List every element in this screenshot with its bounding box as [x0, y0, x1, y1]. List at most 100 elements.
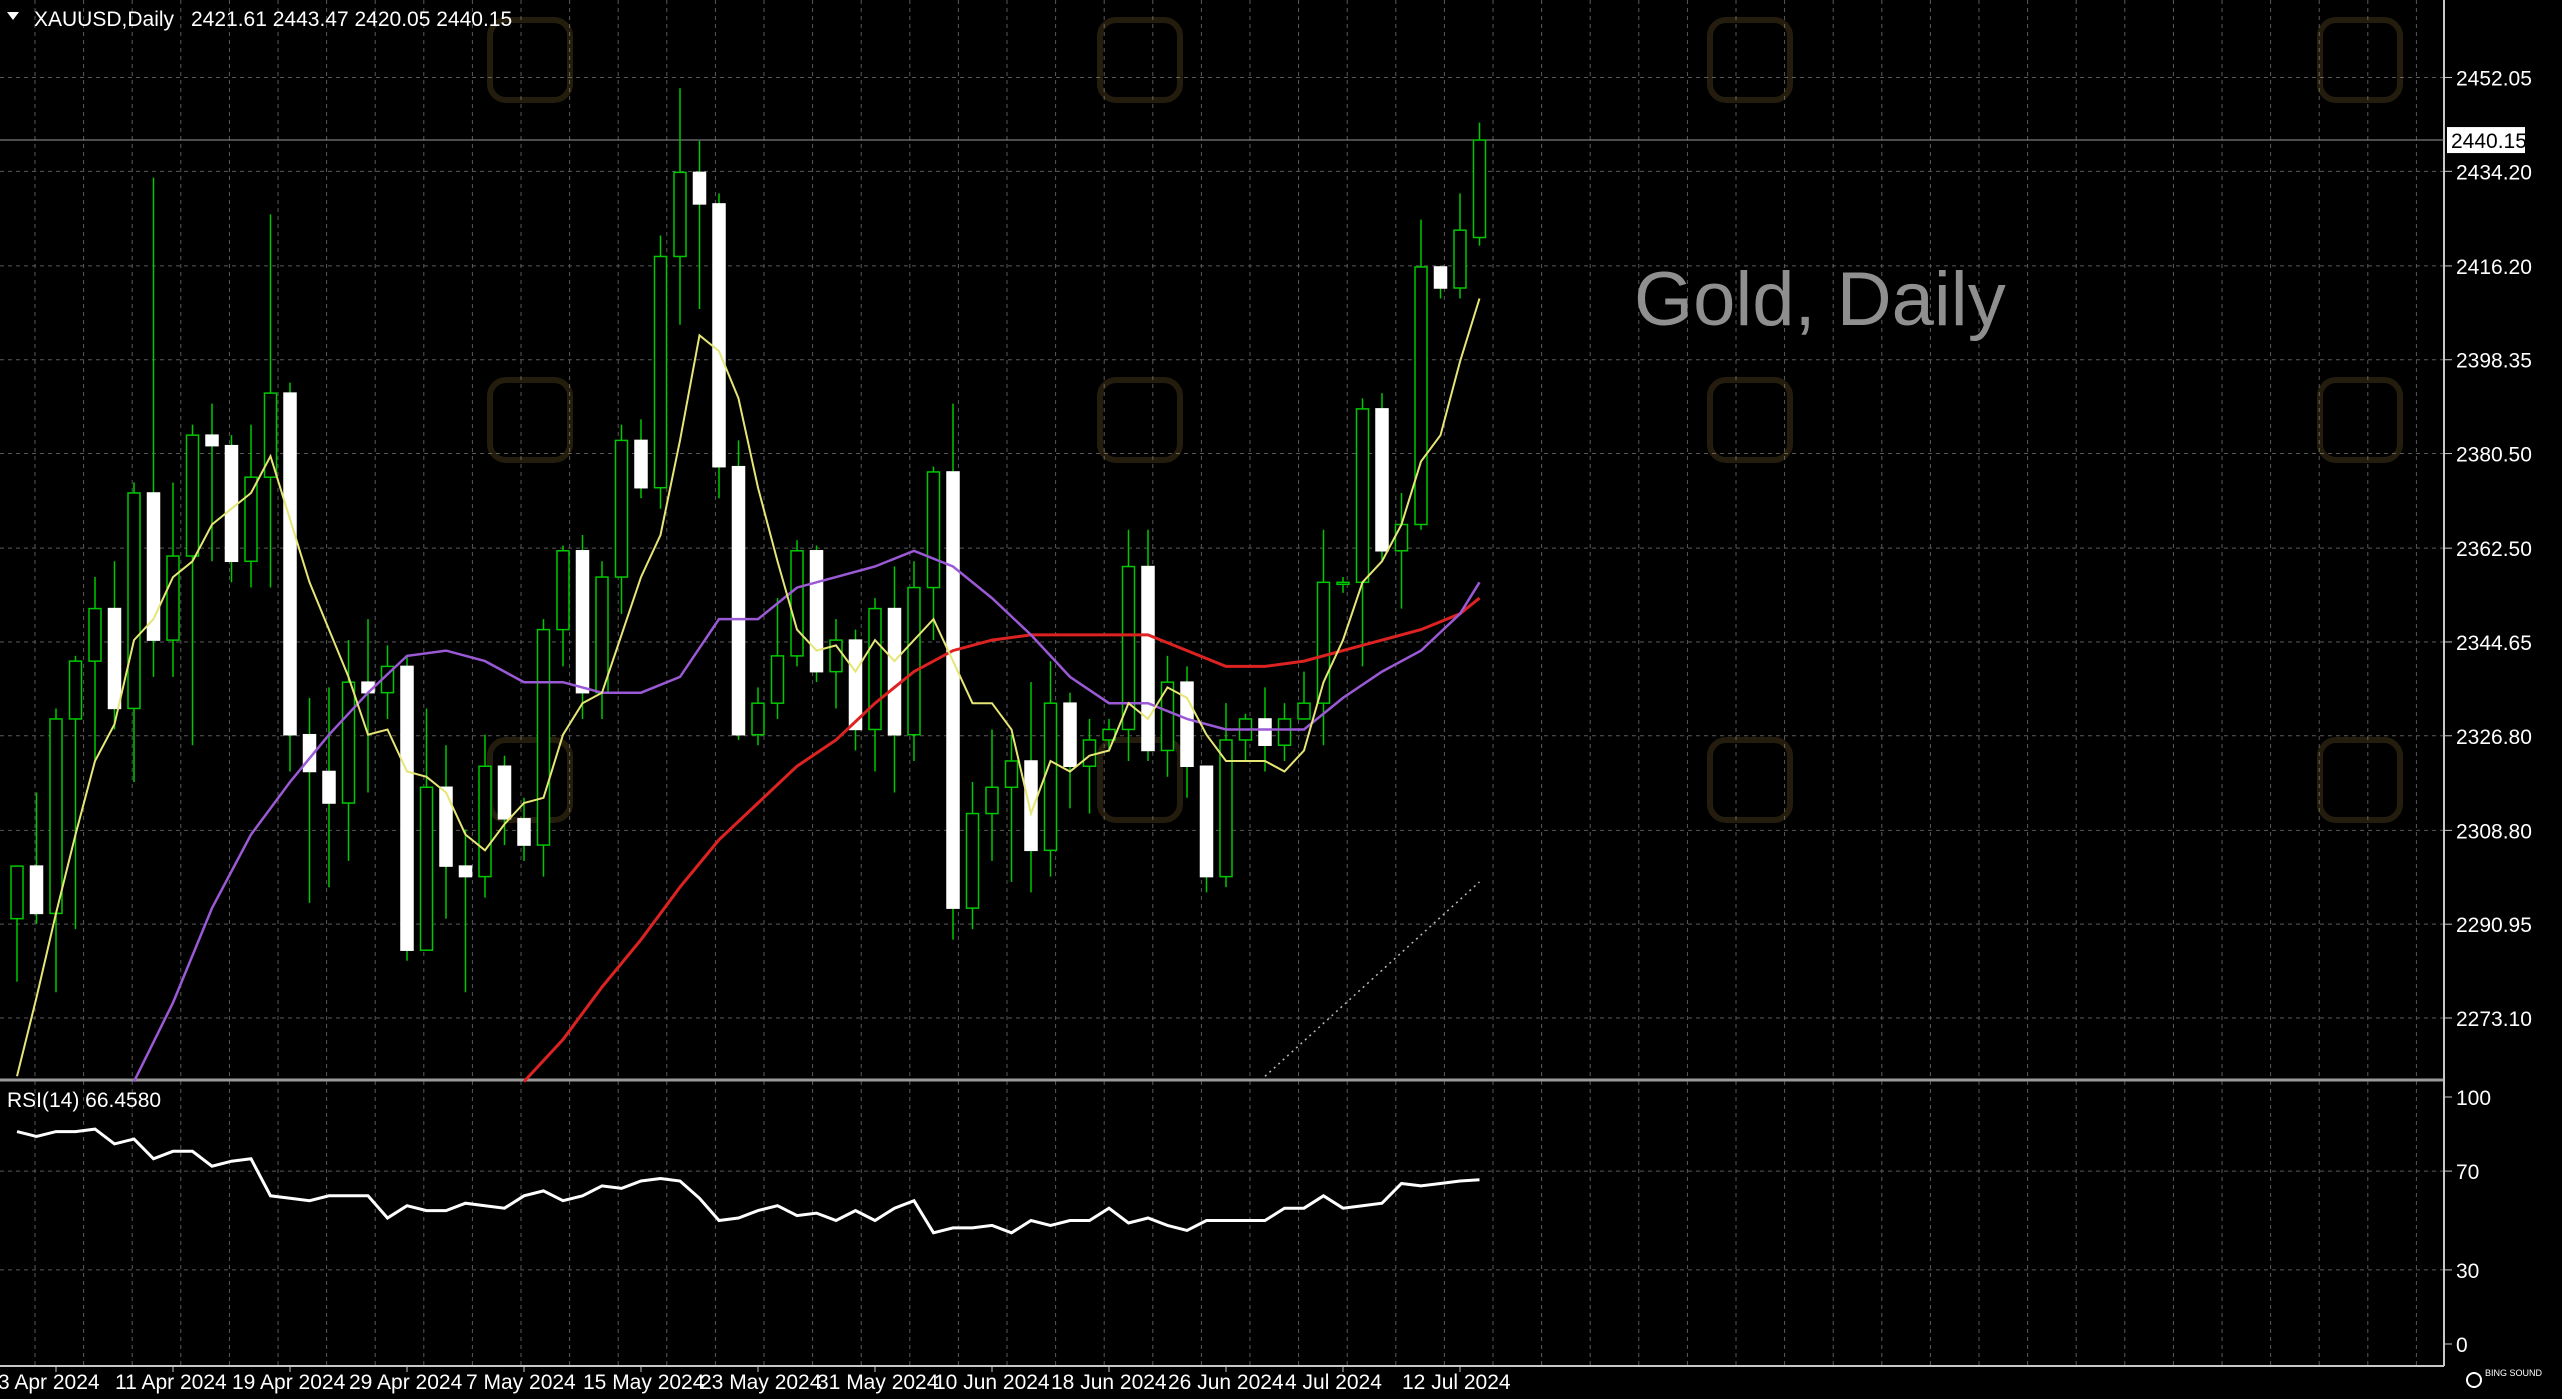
time-tick-label: 10 Jun 2024 [934, 1371, 1050, 1394]
candle-body [29, 865, 44, 915]
candle-body [419, 786, 434, 951]
candle-body [1082, 739, 1097, 767]
ma-mid-line [132, 549, 1481, 1083]
candle-body [127, 492, 141, 710]
price-tick-label: 2344.65 [2456, 632, 2532, 655]
candle-body [1063, 702, 1077, 767]
candle-body [263, 392, 278, 478]
time-axis: 3 Apr 2024 11 Apr 2024 19 Apr 2024 29 Apr 2… [0, 1366, 1511, 1394]
candle-body [731, 465, 746, 736]
symbol-label[interactable]: XAUUSD,Daily [34, 8, 175, 31]
brand-logo-icon: BING SOUND [2466, 1368, 2543, 1388]
candle-body [1219, 739, 1233, 878]
candle-body [166, 555, 180, 641]
moving-averages [16, 298, 1481, 1083]
watermark-logo-icon [2317, 737, 2403, 823]
candle-body [790, 550, 804, 657]
candle-body [946, 471, 960, 909]
candle-body [1258, 718, 1272, 746]
watermark-logo-icon [1707, 17, 1793, 103]
candle-body [556, 550, 570, 631]
candle-body [926, 471, 941, 589]
candle-body [497, 765, 512, 820]
candle-body [809, 550, 824, 673]
candle-body [1004, 760, 1019, 789]
candle-body [478, 765, 492, 878]
price-tick-label: 2290.95 [2456, 914, 2532, 937]
candle-body [1433, 266, 1448, 289]
candle-body [673, 171, 687, 258]
candle-body [1453, 229, 1467, 289]
candle-body [770, 655, 785, 704]
rsi-tick-label: 0 [2456, 1334, 2468, 1357]
candle-body [439, 786, 453, 867]
candle-body [887, 607, 902, 736]
candle-body [868, 607, 882, 731]
candle-body [1414, 266, 1428, 526]
price-tick-label: 2398.35 [2456, 350, 2532, 373]
watermark-logo-icon [1097, 17, 1183, 103]
candle-body [1043, 702, 1058, 852]
candle-body [1121, 565, 1136, 731]
dotted-trendline-path [1264, 881, 1481, 1077]
candle-body [536, 628, 551, 846]
candle-body [1394, 523, 1409, 552]
time-tick-label: 26 Jun 2024 [1168, 1371, 1284, 1394]
candle-body [10, 865, 24, 920]
price-tick-label: 2416.20 [2456, 256, 2532, 279]
watermark-logo-icon [487, 377, 573, 463]
price-tick-label: 2273.10 [2456, 1008, 2532, 1031]
candle-body [49, 718, 63, 915]
time-tick-label: 3 Apr 2024 [0, 1371, 100, 1394]
candle-body [1316, 581, 1331, 704]
candle-body [692, 171, 707, 205]
dropdown-triangle-icon[interactable] [7, 12, 19, 20]
candle-body [400, 665, 414, 951]
price-tick-label: 2380.50 [2456, 444, 2532, 467]
candle-body [1199, 765, 1214, 878]
candle-body [107, 607, 122, 710]
watermark-logo-icon [1097, 377, 1183, 463]
candle-body [244, 476, 258, 563]
rsi-tick-label: 70 [2456, 1161, 2479, 1184]
time-tick-label: 7 May 2024 [466, 1371, 576, 1394]
watermark-logo-icon [1707, 377, 1793, 463]
candle-body [1024, 760, 1038, 852]
time-tick-label: 18 Jun 2024 [1051, 1371, 1167, 1394]
rsi-label: RSI(14) 66.4580 [7, 1089, 161, 1112]
time-tick-label: 19 Apr 2024 [232, 1371, 346, 1394]
candle-body [68, 660, 83, 720]
watermark-logo-icon [1097, 737, 1183, 823]
price-tick-label: 2308.80 [2456, 820, 2532, 843]
rsi-tick-label: 100 [2456, 1087, 2491, 1110]
candle-body [205, 434, 219, 447]
watermark-logo-icon [2317, 17, 2403, 103]
candle-body [751, 702, 765, 736]
candle-body [653, 255, 668, 489]
candle-body [712, 203, 726, 468]
dotted-trendline [1264, 881, 1481, 1077]
candle-body [907, 586, 921, 736]
chart-watermark-title: Gold, Daily [1634, 257, 2006, 342]
candle-body [1297, 702, 1311, 720]
candle-body [1141, 565, 1155, 752]
candle-body [341, 681, 356, 804]
price-tick-label: 2452.05 [2456, 68, 2532, 91]
candle-body [965, 812, 980, 909]
candle-body [634, 439, 648, 489]
price-tick-label: 2326.80 [2456, 726, 2532, 749]
candle-body [1472, 139, 1487, 239]
candle-body [322, 770, 336, 804]
candle-body [224, 444, 239, 563]
candle-body [185, 434, 200, 557]
price-axis: 2452.05 2434.20 2416.20 2398.35 2380.50 2362.… [2444, 68, 2532, 1357]
candle-body [1375, 408, 1389, 552]
candle-body [517, 818, 531, 846]
candle-body [1277, 718, 1292, 746]
candle-body [283, 392, 297, 736]
candle-body [985, 786, 999, 815]
watermark-logo-icon [1707, 737, 1793, 823]
price-tick-label: 2362.50 [2456, 538, 2532, 561]
